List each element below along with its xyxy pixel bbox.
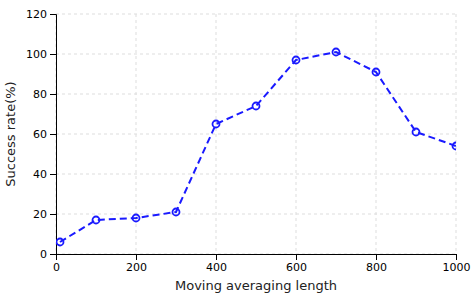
y-tick-label: 40: [33, 168, 47, 181]
x-axis: 0 200 400 600 800 1000: [53, 254, 471, 274]
y-tick: 20: [33, 208, 56, 221]
y-tick-label: 60: [33, 128, 47, 141]
y-tick-label: 0: [40, 248, 47, 261]
y-tick: 80: [33, 88, 56, 101]
y-tick-mark: [50, 94, 56, 95]
x-axis-title: Moving averaging length: [175, 278, 337, 293]
grid: [56, 14, 456, 254]
plot-area: 0 200 400 600 800 1000 0 20 40 60 80 100 120: [26, 8, 471, 274]
x-tick-mark: [136, 254, 137, 260]
y-tick: 0: [40, 248, 56, 261]
grid-line-y: [56, 14, 456, 15]
line: [60, 52, 456, 242]
x-tick-mark: [216, 254, 217, 260]
y-axis-title: Success rate(%): [3, 81, 18, 186]
y-tick-mark: [50, 14, 56, 15]
grid-line-y: [56, 54, 456, 55]
y-tick-label: 120: [26, 8, 47, 21]
y-tick: 60: [33, 128, 56, 141]
point: [453, 143, 457, 150]
x-tick-mark: [376, 254, 377, 260]
y-tick-mark: [50, 54, 56, 55]
point: [413, 129, 420, 136]
grid-line-y: [56, 94, 456, 95]
y-tick-label: 20: [33, 208, 47, 221]
point: [253, 103, 260, 110]
y-tick: 120: [26, 8, 56, 21]
y-tick-mark: [50, 174, 56, 175]
point: [373, 69, 380, 76]
point: [173, 209, 180, 216]
grid-line-y: [56, 134, 456, 135]
x-tick-mark: [296, 254, 297, 260]
x-tick: 0: [53, 254, 60, 274]
x-tick-label: 0: [53, 261, 60, 274]
x-tick-label: 200: [126, 261, 147, 274]
x-tick-label: 600: [286, 261, 307, 274]
grid-line-x: [216, 14, 217, 254]
y-tick-mark: [50, 254, 56, 255]
y-tick: 100: [26, 48, 56, 61]
series: [57, 49, 457, 246]
x-tick-label: 800: [366, 261, 387, 274]
point: [333, 49, 340, 56]
point: [293, 57, 300, 64]
x-tick-mark: [456, 254, 457, 260]
y-tick-mark: [50, 214, 56, 215]
x-tick: 800: [366, 254, 387, 274]
grid-line-y: [56, 214, 456, 215]
chart: 0 200 400 600 800 1000 0 20 40 60 80 100 120 Moving a…: [0, 0, 474, 298]
y-tick: 40: [33, 168, 56, 181]
x-tick: 600: [286, 254, 307, 274]
point: [57, 239, 64, 246]
y-axis: 0 20 40 60 80 100 120: [26, 8, 57, 261]
chart-container: 0 200 400 600 800 1000 0 20 40 60 80 100 120 Moving a…: [0, 0, 474, 298]
x-tick: 400: [206, 254, 227, 274]
y-tick-label: 80: [33, 88, 47, 101]
y-tick-label: 100: [26, 48, 47, 61]
point: [133, 215, 140, 222]
point: [93, 217, 100, 224]
x-tick: 200: [126, 254, 147, 274]
y-axis-line: [50, 15, 57, 255]
x-tick-label: 400: [206, 261, 227, 274]
y-tick-mark: [50, 134, 56, 135]
x-axis-line: [57, 255, 457, 261]
grid-line-y: [56, 174, 456, 175]
x-tick: 1000: [443, 254, 471, 274]
x-tick-label: 1000: [443, 261, 471, 274]
point: [213, 121, 220, 128]
